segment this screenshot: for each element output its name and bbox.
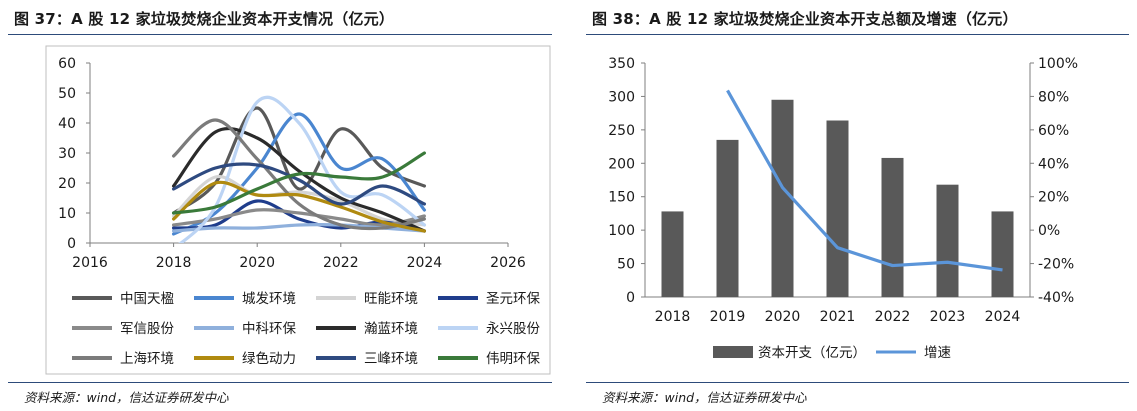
right-tick-label: -20% xyxy=(1038,257,1074,273)
series-line-7 xyxy=(172,127,426,233)
y-tick-label: 30 xyxy=(58,146,76,162)
figure-38-panel: 图 38：A 股 12 家垃圾焚烧企业资本开支总额及增速（亿元） 0 50 100 1… xyxy=(578,0,1137,411)
title-divider xyxy=(8,34,552,35)
series-line-5 xyxy=(172,208,426,227)
y-tick-label: 20 xyxy=(58,176,76,192)
x-tick-label: 2020 xyxy=(239,255,275,271)
left-tick-label: 250 xyxy=(608,123,635,139)
bar-2021 xyxy=(826,120,849,297)
legend-label: 中国天楹 xyxy=(120,290,174,307)
growth-line xyxy=(726,89,1003,272)
x-tick-label: 2026 xyxy=(490,255,526,271)
x-tick-label: 2024 xyxy=(985,309,1021,325)
x-tick-label: 2020 xyxy=(765,309,801,325)
x-tick-label: 2024 xyxy=(407,255,443,271)
legend-label: 城发环境 xyxy=(242,291,296,307)
legend-label: 三峰环境 xyxy=(364,351,418,367)
chart-frame xyxy=(45,45,551,375)
legend-label: 永兴股份 xyxy=(486,321,540,337)
right-tick-label: 60% xyxy=(1038,123,1069,139)
legend-label-bar: 资本开支（亿元） xyxy=(758,345,866,361)
y-tick-label: 40 xyxy=(58,116,76,132)
y-tick-label: 0 xyxy=(67,236,76,252)
x-tick-label: 2018 xyxy=(156,255,192,271)
bar-2019 xyxy=(716,139,739,297)
right-tick-label: 0% xyxy=(1038,223,1060,239)
legend-label: 瀚蓝环境 xyxy=(364,321,418,337)
left-tick-label: 350 xyxy=(608,56,635,72)
right-tick-label: 80% xyxy=(1038,89,1069,105)
legend-label: 上海环境 xyxy=(120,351,174,367)
series-line-11 xyxy=(172,162,426,206)
right-tick-label: 40% xyxy=(1038,156,1069,172)
x-tick-label: 2016 xyxy=(72,255,108,271)
bar-2022 xyxy=(881,157,904,297)
x-tick-label: 2018 xyxy=(655,309,691,325)
x-tick-label: 2021 xyxy=(820,309,856,325)
legend-label-line: 增速 xyxy=(924,345,951,361)
x-tick-label: 2022 xyxy=(323,255,359,271)
y-tick-label: 10 xyxy=(58,206,76,222)
legend-swatch-bar xyxy=(713,346,753,358)
x-tick-label: 2022 xyxy=(875,309,911,325)
capex-line-chart: 0 10 20 30 40 50 60 2016 2018 2020 2022 2024 2026 中国天… xyxy=(45,45,551,375)
x-tick-label: 2019 xyxy=(710,309,746,325)
bar-2018 xyxy=(661,211,684,297)
series-group xyxy=(172,95,426,243)
series-line-12 xyxy=(172,151,426,215)
figure-38-source: 资料来源：wind，信达证券研发中心 xyxy=(602,390,807,405)
left-tick-label: 150 xyxy=(608,190,635,206)
series-line-9 xyxy=(172,118,426,231)
left-tick-label: 100 xyxy=(608,223,635,239)
series-line-3 xyxy=(172,175,426,227)
legend-label: 军信股份 xyxy=(120,321,174,337)
bottom-divider xyxy=(586,382,1129,383)
left-tick-label: 200 xyxy=(608,156,635,172)
title-divider xyxy=(586,34,1129,35)
legend-label: 绿色动力 xyxy=(242,350,296,367)
legend-label: 圣元环保 xyxy=(486,291,540,307)
bar-2024 xyxy=(991,211,1014,297)
x-tick-label: 2023 xyxy=(930,309,966,325)
figure-37-source: 资料来源：wind，信达证券研发中心 xyxy=(24,390,229,405)
y-tick-label: 50 xyxy=(58,86,76,102)
right-tick-label: 100% xyxy=(1038,56,1078,72)
left-tick-label: 300 xyxy=(608,89,635,105)
legend-label: 伟明环保 xyxy=(486,351,540,367)
figure-37-title: 图 37：A 股 12 家垃圾焚烧企业资本开支情况（亿元） xyxy=(14,10,395,28)
bottom-divider xyxy=(8,382,552,383)
series-line-2 xyxy=(172,112,426,236)
bar-2020 xyxy=(771,99,794,298)
y-tick-label: 60 xyxy=(58,56,76,72)
capex-total-bar-chart: 0 50 100 150 200 250 300 350 -40% -20% 0% 20% 40% 60%… xyxy=(608,56,1078,361)
right-tick-label: -40% xyxy=(1038,290,1074,306)
bar-2023 xyxy=(936,184,959,297)
figure-37-panel: 图 37：A 股 12 家垃圾焚烧企业资本开支情况（亿元） 0 10 20 30 40 5… xyxy=(0,0,560,411)
left-tick-label: 50 xyxy=(617,257,635,273)
left-tick-label: 0 xyxy=(626,290,635,306)
legend-label: 中科环保 xyxy=(242,321,296,337)
series-line-1 xyxy=(172,106,426,215)
legend-label: 旺能环境 xyxy=(364,291,418,307)
right-tick-label: 20% xyxy=(1038,190,1069,206)
figure-38-title: 图 38：A 股 12 家垃圾焚烧企业资本开支总额及增速（亿元） xyxy=(592,10,1018,28)
series-line-10 xyxy=(172,180,426,233)
